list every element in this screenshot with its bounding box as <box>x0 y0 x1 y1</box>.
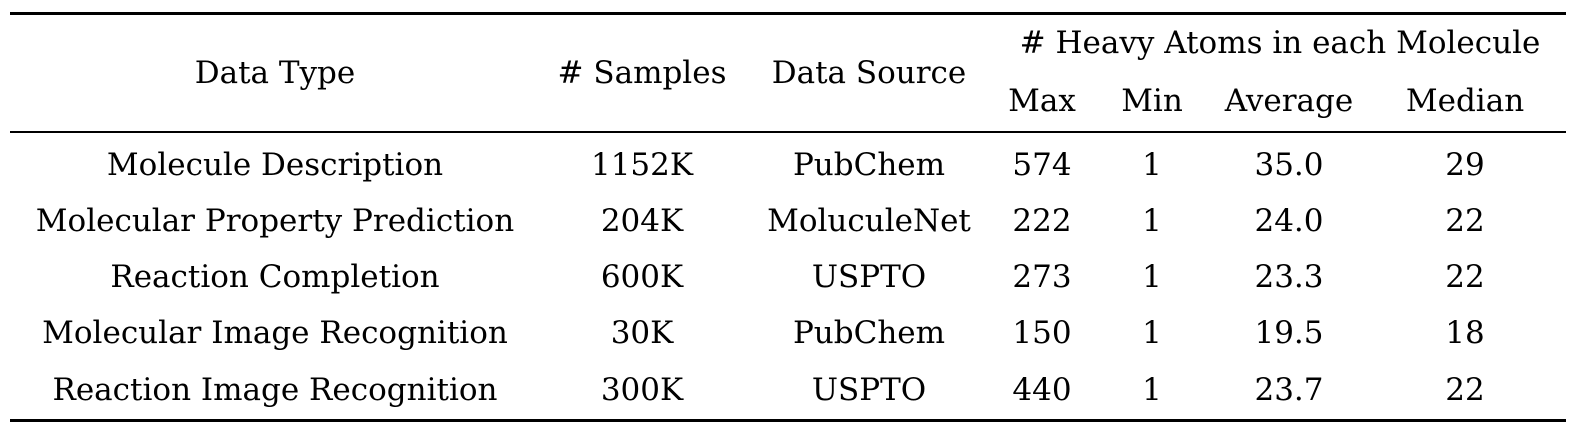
table-row: Molecular Property Prediction 204K Moluc… <box>10 193 1566 249</box>
cell-average: 23.3 <box>1254 259 1324 295</box>
cell-data-source: PubChem <box>792 315 946 351</box>
header-data-type: Data Type <box>10 12 540 133</box>
header-row-top: Data Type # Samples Data Source # Heavy … <box>10 12 1567 133</box>
cell-max: 440 <box>994 361 1090 422</box>
cell-min: 1 <box>1090 361 1214 422</box>
table-body: Molecule Description 1152K PubChem 574 1… <box>10 132 1567 422</box>
header-min: Min <box>1090 71 1214 133</box>
header-heavy-atoms-group: # Heavy Atoms in each Molecule <box>994 12 1567 71</box>
cell-data-type: Reaction Image Recognition <box>10 361 540 422</box>
cell-average: 35.0 <box>1254 147 1324 183</box>
cell-data-type: Molecule Description <box>106 147 444 183</box>
cell-average: 24.0 <box>1254 203 1324 239</box>
cell-max: 574 <box>1012 147 1072 183</box>
cell-data-type: Molecular Image Recognition <box>42 315 508 351</box>
dataset-statistics-table-wrapper: Data Type # Samples Data Source # Heavy … <box>10 12 1567 422</box>
cell-median: 22 <box>1364 361 1567 422</box>
cell-average: 23.7 <box>1214 361 1364 422</box>
cell-samples: 1152K <box>590 147 694 183</box>
cell-max: 222 <box>1012 203 1072 239</box>
cell-median: 22 <box>1445 203 1485 239</box>
cell-median: 22 <box>1445 259 1485 295</box>
cell-data-source: PubChem <box>792 147 946 183</box>
cell-samples: 600K <box>600 259 684 295</box>
cell-data-type: Reaction Completion <box>110 259 440 295</box>
table-row: Molecule Description 1152K PubChem 574 1… <box>10 132 1566 193</box>
cell-samples: 204K <box>600 203 684 239</box>
cell-samples: 300K <box>540 361 744 422</box>
table-header: Data Type # Samples Data Source # Heavy … <box>10 12 1567 133</box>
cell-min: 1 <box>1142 259 1162 295</box>
cell-median: 18 <box>1445 315 1485 351</box>
cell-max: 273 <box>1012 259 1072 295</box>
cell-data-source: USPTO <box>811 259 927 295</box>
header-row-sub: Max Min Average Median <box>10 71 1567 133</box>
cell-data-source: MoluculeNet <box>767 203 971 239</box>
cell-min: 1 <box>1142 203 1162 239</box>
header-average: Average <box>1214 71 1364 133</box>
cell-max: 150 <box>1012 315 1072 351</box>
cell-median: 29 <box>1445 147 1485 183</box>
cell-min: 1 <box>1142 315 1162 351</box>
header-median: Median <box>1364 71 1567 133</box>
cell-data-source: USPTO <box>744 361 994 422</box>
cell-min: 1 <box>1142 147 1162 183</box>
table-row: Molecular Image Recognition 30K PubChem … <box>10 305 1566 361</box>
table-row: Reaction Completion 600K USPTO 273 1 23.… <box>10 249 1566 305</box>
header-samples: # Samples <box>540 12 744 133</box>
cell-samples: 30K <box>610 315 674 351</box>
table-row: Reaction Image Recognition 300K USPTO 44… <box>10 361 1567 422</box>
cell-average: 19.5 <box>1254 315 1324 351</box>
dataset-statistics-table: Data Type # Samples Data Source # Heavy … <box>10 12 1567 422</box>
header-data-source: Data Source <box>744 12 994 133</box>
cell-data-type: Molecular Property Prediction <box>35 203 515 239</box>
header-max: Max <box>994 71 1090 133</box>
